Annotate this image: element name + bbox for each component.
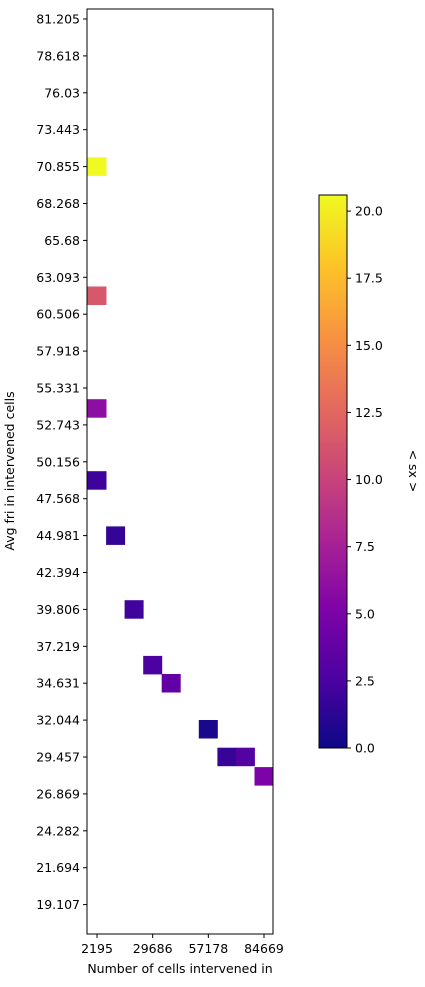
colorbar-tick-label: 17.5 — [355, 271, 383, 286]
y-tick-label: 44.981 — [36, 528, 80, 543]
y-tick-label: 42.394 — [36, 565, 80, 580]
heatmap-cell — [198, 720, 218, 739]
colorbar-tick-label: 12.5 — [355, 405, 383, 420]
colorbar-tick-label: 5.0 — [355, 606, 375, 621]
y-axis-label: Avg fri in intervened cells — [2, 391, 17, 550]
x-tick-label: 57178 — [188, 941, 228, 956]
y-tick-label: 57.918 — [36, 344, 80, 359]
x-tick-label: 2195 — [81, 941, 113, 956]
y-tick-label: 76.03 — [44, 85, 80, 100]
y-tick-label: 50.156 — [36, 454, 80, 469]
heatmap-cell — [87, 399, 107, 418]
y-axis: 81.205 78.618 76.03 73.443 70.855 68.268 65.68… — [36, 12, 87, 912]
x-axis: 2195 29686 57178 84669 — [81, 934, 284, 956]
y-tick-label: 34.631 — [36, 676, 80, 691]
heatmap-cell — [87, 157, 107, 176]
x-tick-label: 29686 — [133, 941, 173, 956]
y-tick-label: 60.506 — [36, 307, 80, 322]
heatmap-cell — [161, 674, 181, 693]
y-tick-label: 21.694 — [36, 860, 80, 875]
heatmap-cell — [87, 471, 107, 490]
y-tick-label: 24.282 — [36, 823, 80, 838]
y-tick-label: 39.806 — [36, 602, 80, 617]
colorbar-tick-label: 10.0 — [355, 472, 383, 487]
heatmap-cell — [217, 747, 237, 767]
y-tick-label: 29.457 — [36, 750, 80, 765]
y-tick-label: 19.107 — [36, 897, 80, 912]
colorbar-tick-label: 0.0 — [355, 741, 375, 756]
y-tick-label: 78.618 — [36, 48, 80, 63]
y-tick-label: 68.268 — [36, 196, 80, 211]
heatmap-cell — [87, 286, 107, 305]
heatmap-cell — [254, 767, 274, 786]
y-tick-label: 47.568 — [36, 491, 80, 506]
colorbar-tick-label: 15.0 — [355, 338, 383, 353]
colorbar — [318, 194, 348, 749]
y-tick-label: 52.743 — [36, 417, 80, 432]
y-tick-label: 73.443 — [36, 122, 80, 137]
y-tick-label: 65.68 — [44, 233, 80, 248]
plot-background — [87, 9, 273, 934]
y-tick-label: 37.219 — [36, 639, 80, 654]
colorbar-tick-label: 2.5 — [355, 673, 375, 688]
heatmap-cell — [143, 655, 163, 675]
heatmap-cell — [106, 526, 126, 545]
heatmap-cell — [124, 600, 144, 619]
x-axis-label: Number of cells intervened in — [87, 961, 272, 976]
colorbar-tick-label: 7.5 — [355, 539, 375, 554]
y-tick-label: 32.044 — [36, 713, 80, 728]
y-tick-label: 81.205 — [36, 12, 80, 27]
y-tick-label: 26.869 — [36, 786, 80, 801]
colorbar-ticks: 0.0 2.5 5.0 7.5 10.0 12.5 15.0 17.5 20.0 — [347, 204, 383, 756]
y-tick-label: 63.093 — [36, 270, 80, 285]
plot-frame — [86, 8, 274, 935]
colorbar-label: < sx > — [406, 450, 421, 493]
colorbar-tick-label: 20.0 — [355, 204, 383, 219]
y-tick-label: 70.855 — [36, 159, 80, 174]
x-tick-label: 84669 — [244, 941, 284, 956]
heatmap-cells — [87, 157, 274, 786]
y-tick-label: 55.331 — [36, 381, 80, 396]
heatmap-cell — [235, 747, 255, 767]
